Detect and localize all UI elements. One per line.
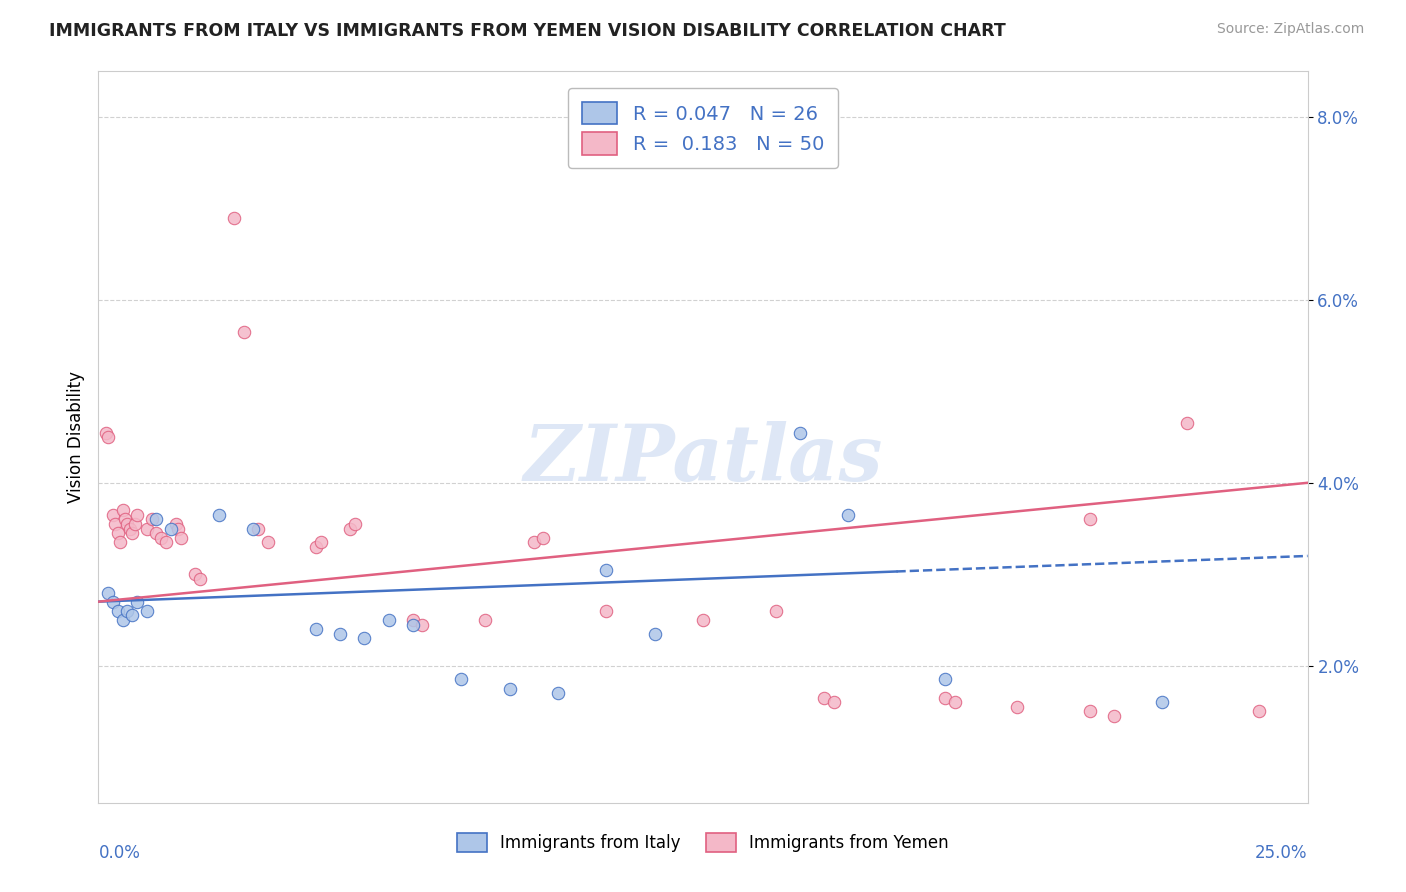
Point: [94, 425, 117, 440]
Point: [692, 613, 714, 627]
Point: [118, 521, 141, 535]
Point: [402, 613, 425, 627]
Point: [97, 430, 120, 444]
Point: [145, 526, 167, 541]
Point: [247, 521, 270, 535]
Point: [474, 613, 496, 627]
Point: [104, 516, 127, 531]
Point: [498, 681, 520, 696]
Point: [789, 425, 811, 440]
Point: [101, 508, 124, 522]
Point: [121, 608, 143, 623]
Point: [127, 594, 149, 608]
Point: [595, 604, 617, 618]
Point: [184, 567, 207, 582]
Point: [837, 508, 859, 522]
Point: [135, 521, 157, 535]
Point: [107, 526, 129, 541]
Point: [155, 535, 177, 549]
Point: [595, 563, 617, 577]
Point: [644, 626, 666, 640]
Text: IMMIGRANTS FROM ITALY VS IMMIGRANTS FROM YEMEN VISION DISABILITY CORRELATION CHA: IMMIGRANTS FROM ITALY VS IMMIGRANTS FROM…: [49, 22, 1005, 40]
Point: [339, 521, 361, 535]
Point: [114, 512, 136, 526]
Point: [97, 585, 120, 599]
Point: [167, 521, 190, 535]
Point: [141, 512, 163, 526]
Point: [411, 617, 433, 632]
Point: [117, 604, 139, 618]
Point: [121, 526, 143, 541]
Point: [107, 604, 129, 618]
Point: [135, 604, 157, 618]
Point: [1249, 705, 1271, 719]
Point: [309, 535, 332, 549]
Point: [242, 521, 264, 535]
Point: [160, 521, 183, 535]
Point: [305, 540, 328, 554]
Point: [547, 686, 569, 700]
Text: Source: ZipAtlas.com: Source: ZipAtlas.com: [1216, 22, 1364, 37]
Point: [450, 673, 472, 687]
Point: [111, 613, 134, 627]
Point: [934, 673, 956, 687]
Y-axis label: Vision Disability: Vision Disability: [66, 371, 84, 503]
Point: [232, 325, 254, 339]
Point: [101, 594, 124, 608]
Point: [765, 604, 787, 618]
Point: [343, 516, 366, 531]
Point: [150, 531, 173, 545]
Point: [402, 617, 425, 632]
Point: [222, 211, 245, 225]
Point: [1007, 699, 1029, 714]
Point: [188, 572, 211, 586]
Text: 0.0%: 0.0%: [98, 845, 141, 863]
Point: [377, 613, 399, 627]
Point: [117, 516, 139, 531]
Point: [329, 626, 352, 640]
Point: [208, 508, 231, 522]
Point: [1152, 695, 1174, 709]
Point: [127, 508, 149, 522]
Point: [1102, 709, 1125, 723]
Point: [823, 695, 845, 709]
Point: [943, 695, 966, 709]
Point: [305, 622, 328, 636]
Text: ZIPatlas: ZIPatlas: [523, 421, 883, 497]
Point: [108, 535, 131, 549]
Point: [145, 512, 167, 526]
Point: [531, 531, 554, 545]
Point: [124, 516, 146, 531]
Point: [1078, 705, 1101, 719]
Point: [813, 690, 835, 705]
Point: [256, 535, 278, 549]
Legend: Immigrants from Italy, Immigrants from Yemen: Immigrants from Italy, Immigrants from Y…: [449, 824, 957, 860]
Point: [934, 690, 956, 705]
Point: [165, 516, 187, 531]
Point: [353, 632, 375, 646]
Point: [111, 503, 134, 517]
Point: [1175, 417, 1198, 431]
Point: [523, 535, 546, 549]
Point: [1078, 512, 1101, 526]
Text: 25.0%: 25.0%: [1256, 845, 1308, 863]
Point: [169, 531, 191, 545]
